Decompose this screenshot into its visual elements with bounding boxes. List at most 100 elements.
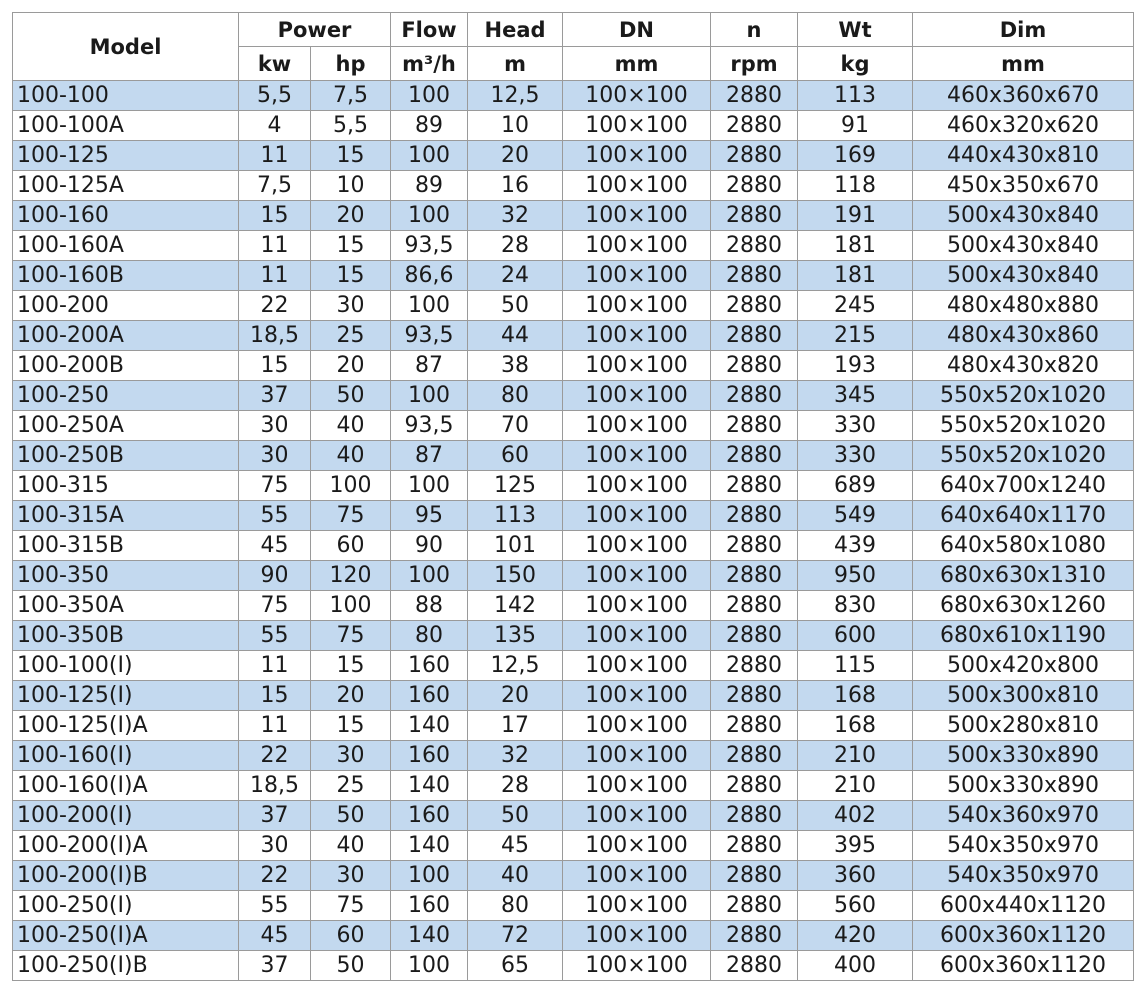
data-cell: 12,5 [467,650,564,681]
data-cell: 60 [467,440,564,471]
data-cell: 100 [390,470,469,501]
data-cell: 2880 [710,470,799,501]
table-row: 100-200(I)B 22 30 100 40 100×100 2880 360 540x35… [12,860,1135,891]
data-cell: 118 [797,170,914,201]
data-cell: 640x640x1170 [912,500,1135,531]
table-row: 100-250 37 50 100 80 100×100 2880 345 550x520x10… [12,380,1135,411]
data-cell: 75 [309,890,392,921]
model-cell: 100-350B [12,620,239,651]
data-cell: 2880 [710,530,799,561]
data-cell: 600x360x1120 [912,950,1135,981]
data-cell: 100×100 [562,170,712,201]
data-cell: 50 [467,290,564,321]
data-cell: 100×100 [562,860,712,891]
model-cell: 100-350 [12,560,239,591]
data-cell: 28 [467,230,564,261]
data-cell: 5,5 [309,110,392,141]
data-cell: 20 [309,200,392,231]
data-cell: 80 [467,890,564,921]
data-cell: 7,5 [309,80,392,111]
data-cell: 100×100 [562,110,712,141]
data-cell: 93,5 [390,320,469,351]
data-cell: 210 [797,770,914,801]
table-row: 100-160B 11 15 86,6 24 100×100 2880 181 500x430x… [12,260,1135,291]
data-cell: 55 [238,500,311,531]
data-cell: 500x430x840 [912,230,1135,261]
data-cell: 689 [797,470,914,501]
data-cell: 100×100 [562,920,712,951]
data-cell: 100×100 [562,140,712,171]
data-cell: 24 [467,260,564,291]
data-cell: 2880 [710,170,799,201]
data-cell: 215 [797,320,914,351]
data-cell: 360 [797,860,914,891]
data-cell: 500x430x840 [912,260,1135,291]
data-cell: 2880 [710,830,799,861]
table-row: 100-350 90 120 100 150 100×100 2880 950 680x630x… [12,560,1135,591]
data-cell: 22 [238,740,311,771]
data-cell: 480x430x820 [912,350,1135,381]
header-cell: Wt [797,12,914,47]
unit-cell: m³/h [390,46,469,81]
data-cell: 100 [390,290,469,321]
data-cell: 2880 [710,620,799,651]
data-cell: 120 [309,560,392,591]
table-row: 100-160 15 20 100 32 100×100 2880 191 500x430x84… [12,200,1135,231]
data-cell: 439 [797,530,914,561]
header-cell: Model [12,12,239,81]
model-cell: 100-200(I)A [12,830,239,861]
data-cell: 100×100 [562,800,712,831]
data-cell: 100×100 [562,530,712,561]
data-cell: 30 [309,740,392,771]
data-cell: 100×100 [562,680,712,711]
table-row: 100-100A 4 5,5 89 10 100×100 2880 91 460x320x620 [12,110,1135,141]
data-cell: 450x350x670 [912,170,1135,201]
table-row: 100-100(I) 11 15 160 12,5 100×100 2880 115 500x4… [12,650,1135,681]
data-cell: 100×100 [562,410,712,441]
model-cell: 100-160B [12,260,239,291]
table-row: 100-315A 55 75 95 113 100×100 2880 549 640x640x1… [12,500,1135,531]
table-row: 100-200(I)A 30 40 140 45 100×100 2880 395 540x35… [12,830,1135,861]
data-cell: 480x430x860 [912,320,1135,351]
table-header: Model Power Flow Head DN n Wt Dim kw hp m³/h m mm rpm… [12,12,1135,81]
model-cell: 100-250(I)A [12,920,239,951]
data-cell: 10 [309,170,392,201]
data-cell: 88 [390,590,469,621]
data-cell: 11 [238,260,311,291]
data-cell: 40 [309,830,392,861]
data-cell: 89 [390,170,469,201]
model-cell: 100-200(I) [12,800,239,831]
data-cell: 400 [797,950,914,981]
data-cell: 160 [390,740,469,771]
data-cell: 160 [390,890,469,921]
data-cell: 86,6 [390,260,469,291]
model-cell: 100-200(I)B [12,860,239,891]
data-cell: 15 [309,650,392,681]
data-cell: 2880 [710,740,799,771]
data-cell: 2880 [710,350,799,381]
table-row: 100-315B 45 60 90 101 100×100 2880 439 640x580x1… [12,530,1135,561]
data-cell: 2880 [710,260,799,291]
header-cell: DN [562,12,712,47]
model-cell: 100-250B [12,440,239,471]
data-cell: 11 [238,650,311,681]
data-cell: 100×100 [562,320,712,351]
data-cell: 60 [309,530,392,561]
data-cell: 330 [797,440,914,471]
data-cell: 540x360x970 [912,800,1135,831]
data-cell: 90 [238,560,311,591]
data-cell: 100×100 [562,230,712,261]
model-cell: 100-100(I) [12,650,239,681]
data-cell: 550x520x1020 [912,440,1135,471]
model-cell: 100-250(I) [12,890,239,921]
table-row: 100-350A 75 100 88 142 100×100 2880 830 680x630x… [12,590,1135,621]
data-cell: 72 [467,920,564,951]
data-cell: 7,5 [238,170,311,201]
data-cell: 100×100 [562,620,712,651]
data-cell: 115 [797,650,914,681]
data-cell: 87 [390,440,469,471]
data-cell: 2880 [710,950,799,981]
model-cell: 100-250A [12,410,239,441]
data-cell: 100×100 [562,380,712,411]
table-row: 100-315 75 100 100 125 100×100 2880 689 640x700x… [12,470,1135,501]
